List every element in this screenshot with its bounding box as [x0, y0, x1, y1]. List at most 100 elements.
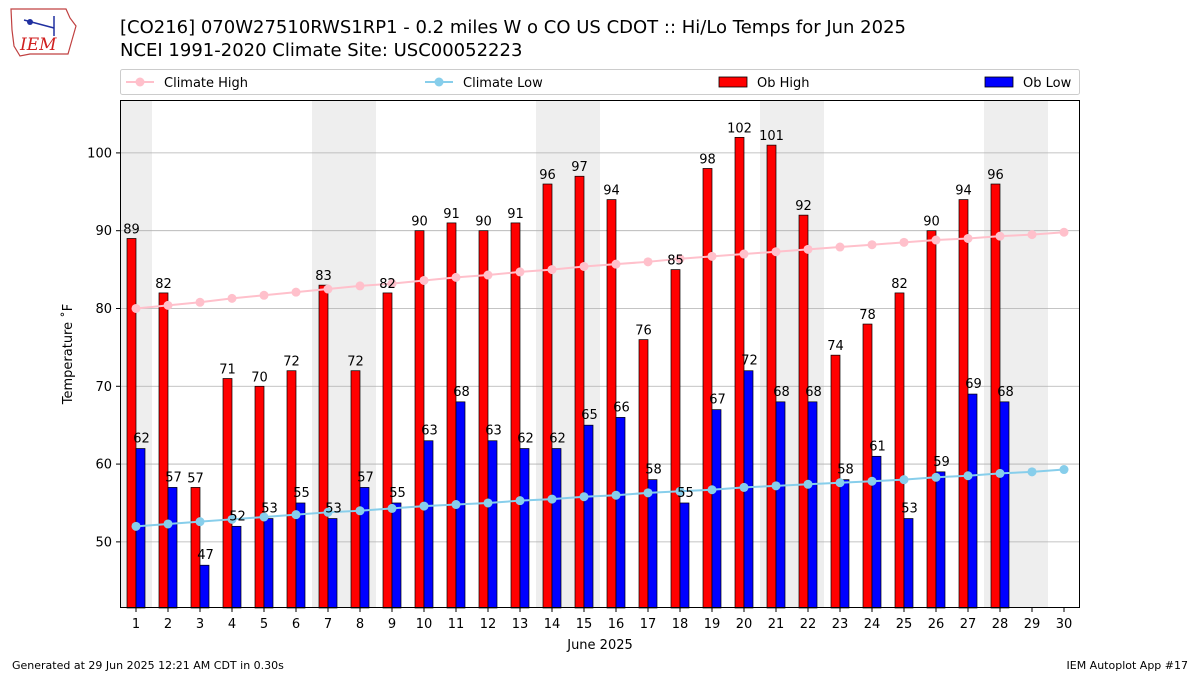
climate-high-point [995, 231, 1005, 241]
ob-low-bar [167, 487, 178, 609]
plot-frame [120, 100, 1080, 608]
x-tick-label: 6 [292, 617, 300, 632]
climate-high-point [579, 261, 589, 271]
climate-low-point [739, 482, 749, 492]
legend-item-ob-high: Ob High [718, 76, 810, 91]
ob-low-bar [391, 502, 402, 609]
x-tick-label: 29 [1024, 617, 1041, 632]
x-tick-label: 5 [260, 617, 268, 632]
climate-low-point [1059, 465, 1069, 475]
ob-low-bar [839, 479, 850, 609]
ob-low-label: 62 [133, 432, 150, 447]
climate-low-point [451, 500, 461, 510]
climate-high-point [1027, 230, 1037, 240]
x-tick-label: 7 [324, 617, 332, 632]
climate-high-point [867, 240, 877, 250]
x-tick-label: 26 [928, 617, 945, 632]
climate-low-point [419, 501, 429, 511]
climate-high-point [323, 284, 333, 294]
ob-low-label: 67 [709, 393, 726, 408]
x-tick-label: 3 [196, 617, 204, 632]
ob-low-label: 69 [965, 377, 982, 392]
ob-low-label: 65 [581, 408, 598, 423]
x-tick-label: 2 [164, 617, 172, 632]
x-tick-label: 14 [544, 617, 561, 632]
ob-high-label: 83 [315, 269, 332, 284]
ob-high-bar [350, 370, 361, 609]
ob-low-label: 68 [453, 385, 470, 400]
ob-high-bar [254, 385, 265, 609]
legend-label: Ob Low [1023, 76, 1072, 91]
ob-low-label: 59 [933, 455, 950, 470]
legend-item-climate-low: Climate Low [425, 76, 543, 91]
ob-high-bar [222, 378, 233, 609]
climate-high-point [707, 251, 717, 261]
ob-high-label: 90 [411, 215, 428, 230]
y-tick-label: 100 [87, 146, 112, 161]
x-tick-label: 21 [768, 617, 785, 632]
ob-low-bar [711, 409, 722, 609]
ob-high-bar [766, 144, 777, 609]
y-tick-label: 80 [95, 302, 112, 317]
ob-high-label: 57 [187, 471, 204, 486]
climate-high-point [739, 249, 749, 259]
climate-high-point [963, 233, 973, 243]
ob-high-label: 91 [507, 207, 524, 222]
ob-low-bar [199, 564, 210, 609]
y-tick-label: 50 [95, 535, 112, 550]
climate-low-point [931, 472, 941, 482]
x-tick-label: 10 [416, 617, 433, 632]
ob-low-bar [775, 401, 786, 609]
climate-high-point [163, 300, 173, 310]
ob-high-label: 98 [699, 152, 716, 167]
climate-low-point [291, 510, 301, 520]
y-tick-label: 60 [95, 458, 112, 473]
ob-low-bar [967, 393, 978, 609]
ob-low-bar [423, 440, 434, 609]
ob-low-label: 68 [773, 385, 790, 400]
ob-low-label: 68 [997, 385, 1014, 400]
ob-high-bar [926, 230, 937, 609]
x-tick-label: 20 [736, 617, 753, 632]
ob-low-bar [487, 440, 498, 609]
climate-low-point [259, 512, 269, 522]
climate-high-point [771, 247, 781, 257]
ob-high-bar [318, 284, 329, 609]
climate-low-point [611, 490, 621, 500]
climate-high-point [195, 297, 205, 307]
ob-high-label: 101 [759, 129, 784, 144]
x-tick-label: 16 [608, 617, 625, 632]
ob-low-bar [583, 424, 594, 609]
ob-low-label: 52 [229, 509, 246, 524]
ob-high-bar [510, 222, 521, 609]
ob-low-bar [807, 401, 818, 609]
ob-high-label: 82 [891, 277, 908, 292]
ob-low-label: 58 [837, 463, 854, 478]
legend-item-ob-low: Ob Low [984, 76, 1072, 91]
climate-low-point [227, 514, 237, 524]
ob-low-bar [935, 471, 946, 609]
climate-high-point [835, 242, 845, 252]
ob-high-label: 82 [155, 277, 172, 292]
ob-high-bar [126, 238, 137, 609]
ob-low-label: 63 [421, 424, 438, 439]
x-tick-label: 18 [672, 617, 689, 632]
climate-high-point [931, 235, 941, 245]
ob-high-bar [702, 168, 713, 609]
app-footer: IEM Autoplot App #17 [1066, 659, 1189, 672]
y-tick-label: 70 [95, 380, 112, 395]
climate-low-point [195, 517, 205, 527]
ob-high-label: 90 [475, 215, 492, 230]
x-tick-label: 22 [800, 617, 817, 632]
ob-high-label: 102 [727, 121, 752, 136]
ob-high-label: 72 [283, 355, 300, 370]
climate-high-point [131, 303, 141, 313]
ob-high-bar [862, 323, 873, 609]
x-tick-label: 25 [896, 617, 913, 632]
x-axis-label: June 2025 [566, 638, 633, 653]
climate-low-point [163, 519, 173, 529]
y-tick-label: 90 [95, 224, 112, 239]
climate-low-point [547, 494, 557, 504]
chart-title: [CO216] 070W27510RWS1RP1 - 0.2 miles W o… [120, 17, 906, 38]
